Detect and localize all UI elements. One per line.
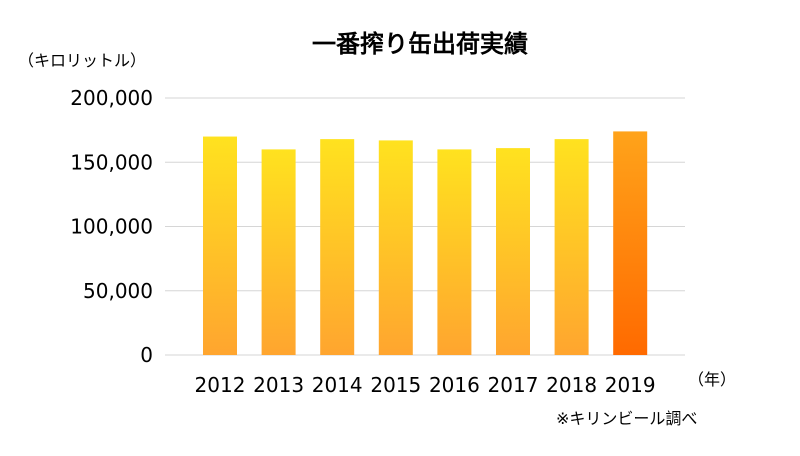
bar-2013 <box>261 149 296 355</box>
y-tick-label: 200,000 <box>70 86 153 110</box>
y-axis-ticks: 0 50,000 100,000 150,000 200,000 <box>70 86 153 367</box>
bar-2015 <box>378 140 413 355</box>
y-tick-label: 0 <box>140 343 153 367</box>
x-tick-label: 2014 <box>312 373 363 397</box>
x-tick-label: 2017 <box>488 373 539 397</box>
y-tick-label: 100,000 <box>70 215 153 239</box>
x-axis-ticks: 2012 2013 2014 2015 2016 2017 2018 2019 <box>195 373 656 397</box>
grid-lines <box>165 97 685 356</box>
bar-2019 <box>613 131 648 355</box>
bar-2012 <box>203 136 237 355</box>
y-tick-label: 50,000 <box>83 279 153 303</box>
x-tick-label: 2015 <box>370 373 421 397</box>
y-axis-unit-label: （キロリットル） <box>18 51 146 70</box>
bar-2014 <box>320 139 355 355</box>
x-tick-label: 2016 <box>429 373 480 397</box>
x-tick-label: 2012 <box>195 373 246 397</box>
source-note: ※キリンビール調べ <box>556 409 697 428</box>
bar-2018 <box>554 139 589 355</box>
bar-2016 <box>437 149 472 355</box>
bar-2017 <box>496 148 530 355</box>
x-tick-label: 2013 <box>253 373 304 397</box>
x-tick-label: 2019 <box>605 373 656 397</box>
chart-title: 一番搾り缶出荷実績 <box>312 30 528 58</box>
x-axis-unit-label: （年） <box>688 370 736 389</box>
x-tick-label: 2018 <box>546 373 597 397</box>
bars <box>203 131 648 355</box>
y-tick-label: 150,000 <box>70 150 153 174</box>
